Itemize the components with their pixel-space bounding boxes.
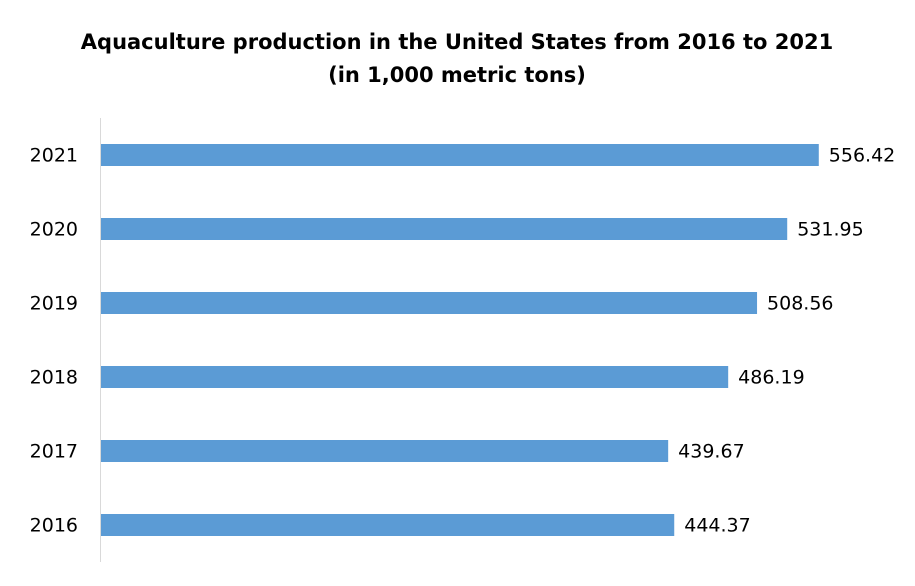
bar — [101, 366, 729, 388]
bar — [101, 514, 675, 536]
y-tick-label: 2021 — [30, 145, 78, 167]
data-label: 531.95 — [797, 219, 863, 241]
y-tick-label: 2020 — [30, 219, 78, 241]
data-label: 439.67 — [678, 441, 744, 463]
bar — [101, 440, 669, 462]
data-label: 486.19 — [738, 367, 804, 389]
data-label: 444.37 — [684, 515, 750, 537]
y-tick-label: 2016 — [30, 515, 78, 537]
bar — [101, 292, 758, 314]
chart-subtitle: (in 1,000 metric tons) — [328, 63, 586, 87]
y-tick-label: 2019 — [30, 293, 78, 315]
bar — [101, 144, 819, 166]
data-label: 508.56 — [767, 293, 833, 315]
bar — [101, 218, 788, 240]
y-tick-label: 2018 — [30, 367, 78, 389]
chart-title: Aquaculture production in the United Sta… — [81, 30, 833, 54]
y-tick-label: 2017 — [30, 441, 78, 463]
data-label: 556.42 — [829, 145, 895, 167]
